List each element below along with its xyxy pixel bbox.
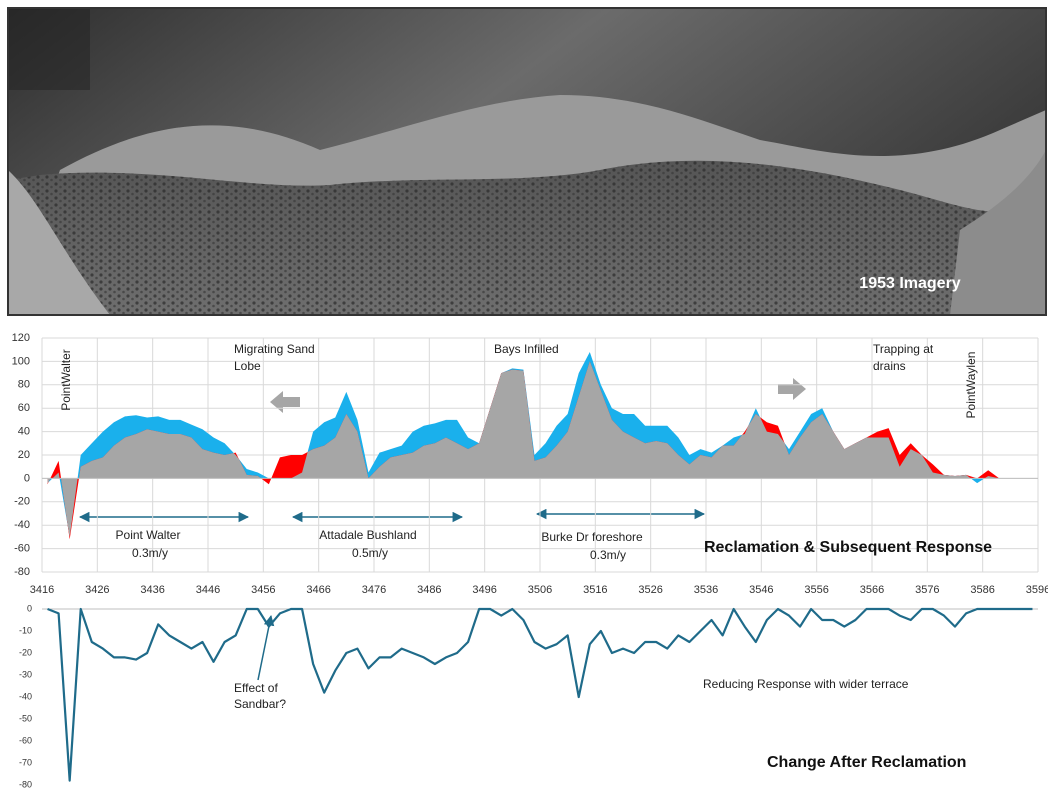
y-tick-label: 20 [18, 449, 30, 461]
aerial-photo [7, 7, 1047, 316]
annotation: Effect of [234, 681, 278, 695]
annotation: PointWalter [59, 349, 73, 411]
y-tick-label: -80 [19, 779, 32, 789]
annotation: Reducing Response with wider terrace [703, 677, 909, 691]
y-tick-label: -10 [19, 625, 32, 635]
y-tick-label: 100 [12, 355, 30, 367]
chart-title: Reclamation & Subsequent Response [704, 539, 992, 556]
y-tick-label: 0 [27, 603, 32, 613]
y-tick-label: 80 [18, 379, 30, 391]
y-tick-label: -20 [14, 496, 30, 508]
annotation: 0.3m/y [132, 546, 168, 560]
x-tick-label: 3486 [417, 584, 441, 596]
x-tick-label: 3516 [583, 584, 607, 596]
annotation: Sandbar? [234, 697, 286, 711]
area [47, 361, 1000, 537]
x-tick-label: 3536 [694, 584, 718, 596]
annotation: Migrating Sand [234, 342, 315, 356]
x-tick-label: 3586 [970, 584, 994, 596]
annotation: Point Walter [116, 528, 181, 542]
y-tick-label: -50 [19, 713, 32, 723]
x-tick-label: 3416 [30, 584, 54, 596]
y-tick-label: -70 [19, 757, 32, 767]
x-tick-label: 3436 [140, 584, 164, 596]
x-tick-label: 3506 [528, 584, 552, 596]
x-tick-label: 3566 [860, 584, 884, 596]
x-tick-label: 3476 [362, 584, 386, 596]
y-tick-label: -60 [14, 543, 30, 555]
annotation: drains [873, 359, 906, 373]
y-tick-label: -60 [19, 735, 32, 745]
y-tick-label: 60 [18, 402, 30, 414]
x-tick-label: 3556 [804, 584, 828, 596]
block-arrow [270, 391, 300, 413]
annotation: 0.5m/y [352, 546, 388, 560]
annotation: 0.3m/y [590, 548, 626, 562]
x-tick-label: 3426 [85, 584, 109, 596]
x-tick-label: 3576 [915, 584, 939, 596]
annotation: Bays Infilled [494, 342, 559, 356]
annotation: Trapping at [873, 342, 934, 356]
x-tick-label: 3456 [251, 584, 275, 596]
y-tick-label: -40 [19, 691, 32, 701]
block-arrow [778, 378, 806, 400]
y-tick-label: -20 [19, 647, 32, 657]
x-tick-label: 3596 [1026, 584, 1048, 596]
x-tick-label: 3546 [749, 584, 773, 596]
y-tick-label: -30 [19, 669, 32, 679]
annotation: Attadale Bushland [319, 528, 416, 542]
x-tick-label: 3496 [472, 584, 496, 596]
image-caption: 1953 Imagery [859, 275, 961, 292]
line [47, 607, 1033, 782]
x-tick-label: 3466 [306, 584, 330, 596]
y-tick-label: 120 [12, 332, 30, 344]
y-tick-label: -80 [14, 566, 30, 578]
x-tick-label: 3526 [638, 584, 662, 596]
annotation: Lobe [234, 359, 261, 373]
y-tick-label: 0 [24, 472, 30, 484]
x-tick-label: 3446 [196, 584, 220, 596]
y-tick-label: 40 [18, 426, 30, 438]
chart-title: Change After Reclamation [767, 754, 966, 771]
arrows [78, 508, 706, 681]
annotation: PointWaylen [964, 352, 978, 419]
y-tick-label: -40 [14, 519, 30, 531]
annotation: Burke Dr foreshore [541, 530, 643, 544]
